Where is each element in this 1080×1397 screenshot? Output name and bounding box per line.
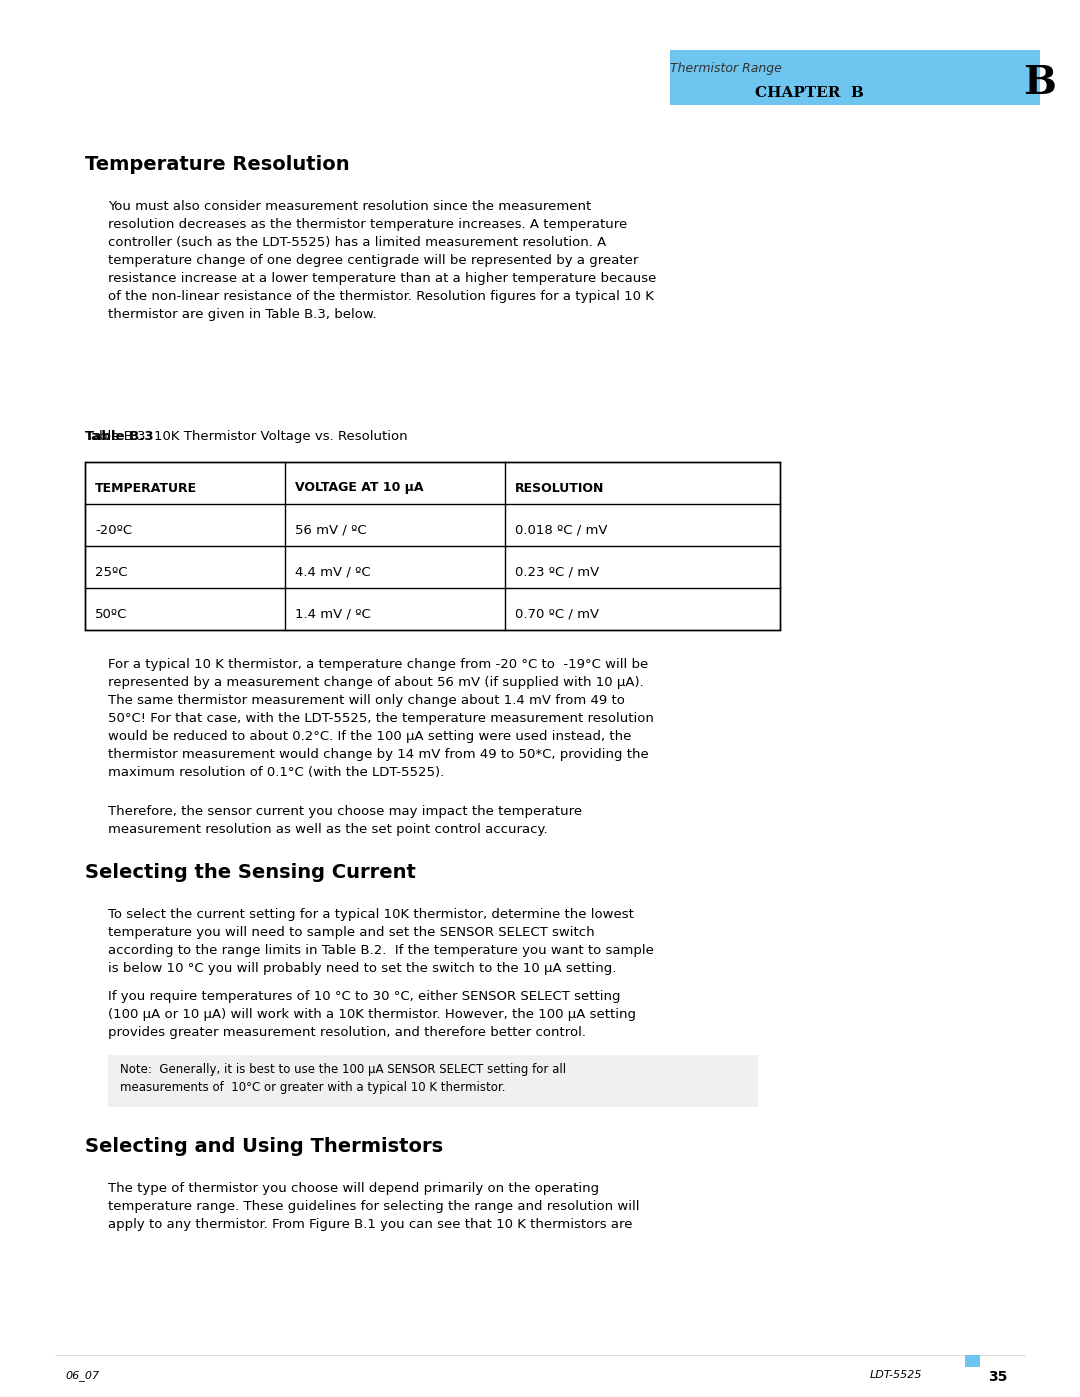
Text: 0.70 ºC / mV: 0.70 ºC / mV bbox=[515, 608, 599, 620]
Bar bbox=[85, 462, 780, 630]
FancyBboxPatch shape bbox=[670, 50, 1040, 105]
Text: CHAPTER  B: CHAPTER B bbox=[755, 87, 864, 101]
Text: B: B bbox=[1024, 64, 1056, 102]
Text: If you require temperatures of 10 °C to 30 °C, either SENSOR SELECT setting
(100: If you require temperatures of 10 °C to … bbox=[108, 990, 636, 1039]
Text: 35: 35 bbox=[988, 1370, 1008, 1384]
Text: Therefore, the sensor current you choose may impact the temperature
measurement : Therefore, the sensor current you choose… bbox=[108, 805, 582, 835]
Text: RESOLUTION: RESOLUTION bbox=[515, 482, 605, 495]
Text: 4.4 mV / ºC: 4.4 mV / ºC bbox=[295, 566, 370, 578]
Bar bbox=[108, 1055, 758, 1106]
Text: TEMPERATURE: TEMPERATURE bbox=[95, 482, 198, 495]
Text: -20ºC: -20ºC bbox=[95, 524, 132, 536]
Text: 25ºC: 25ºC bbox=[95, 566, 127, 578]
Text: Selecting and Using Thermistors: Selecting and Using Thermistors bbox=[85, 1137, 443, 1155]
Text: Selecting the Sensing Current: Selecting the Sensing Current bbox=[85, 863, 416, 882]
Text: The type of thermistor you choose will depend primarily on the operating
tempera: The type of thermistor you choose will d… bbox=[108, 1182, 639, 1231]
Text: Temperature Resolution: Temperature Resolution bbox=[85, 155, 350, 175]
Text: Table B.3: Table B.3 bbox=[85, 430, 153, 443]
Text: Table B.3  10K Thermistor Voltage vs. Resolution: Table B.3 10K Thermistor Voltage vs. Res… bbox=[85, 430, 407, 443]
Text: VOLTAGE AT 10 μA: VOLTAGE AT 10 μA bbox=[295, 482, 423, 495]
Text: LDT-5525: LDT-5525 bbox=[870, 1370, 922, 1380]
Text: To select the current setting for a typical 10K thermistor, determine the lowest: To select the current setting for a typi… bbox=[108, 908, 653, 975]
Text: 1.4 mV / ºC: 1.4 mV / ºC bbox=[295, 608, 370, 620]
Text: For a typical 10 K thermistor, a temperature change from -20 °C to  -19°C will b: For a typical 10 K thermistor, a tempera… bbox=[108, 658, 653, 780]
Text: Note:  Generally, it is best to use the 100 μA SENSOR SELECT setting for all
mea: Note: Generally, it is best to use the 1… bbox=[120, 1063, 566, 1094]
Text: 0.23 ºC / mV: 0.23 ºC / mV bbox=[515, 566, 599, 578]
Bar bbox=[966, 1355, 980, 1368]
Text: Thermistor Range: Thermistor Range bbox=[670, 61, 782, 75]
Text: You must also consider measurement resolution since the measurement
resolution d: You must also consider measurement resol… bbox=[108, 200, 657, 321]
Text: 56 mV / ºC: 56 mV / ºC bbox=[295, 524, 366, 536]
Text: 0.018 ºC / mV: 0.018 ºC / mV bbox=[515, 524, 607, 536]
Text: 50ºC: 50ºC bbox=[95, 608, 127, 620]
Text: 06_07: 06_07 bbox=[65, 1370, 99, 1380]
